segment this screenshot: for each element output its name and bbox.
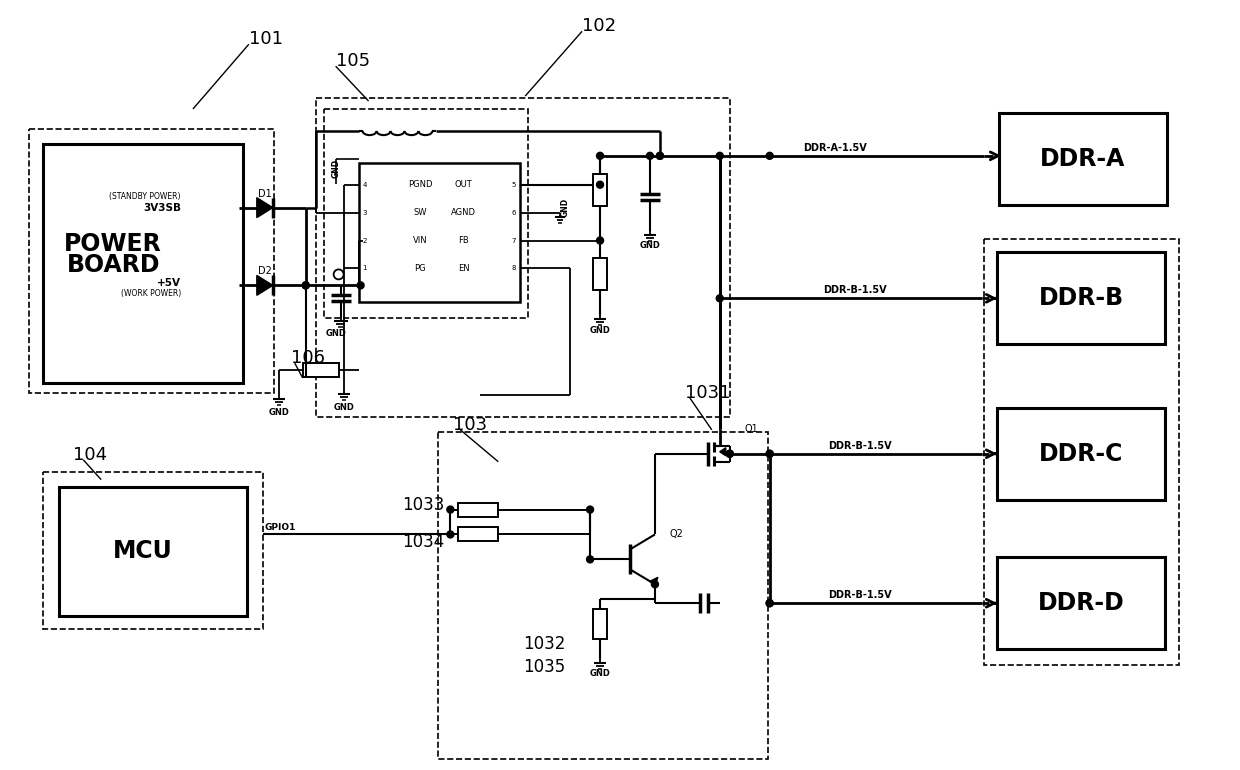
Polygon shape <box>593 609 608 639</box>
Text: 8: 8 <box>512 266 516 271</box>
Polygon shape <box>997 253 1164 344</box>
Text: 4: 4 <box>362 182 367 188</box>
Text: DDR-B-1.5V: DDR-B-1.5V <box>827 591 892 601</box>
Text: PGND: PGND <box>408 180 433 189</box>
Circle shape <box>727 450 733 457</box>
Text: 7: 7 <box>512 237 516 243</box>
Text: 1031: 1031 <box>684 384 730 402</box>
Circle shape <box>303 282 309 289</box>
Polygon shape <box>358 162 521 303</box>
Circle shape <box>766 450 774 457</box>
Circle shape <box>766 600 774 607</box>
Text: (WORK POWER): (WORK POWER) <box>120 289 181 298</box>
Text: GND: GND <box>325 329 346 338</box>
Text: 6: 6 <box>512 209 516 216</box>
Circle shape <box>651 581 658 588</box>
Text: SW: SW <box>413 208 427 217</box>
Circle shape <box>587 506 594 513</box>
Circle shape <box>766 450 774 457</box>
Text: GND: GND <box>589 326 610 335</box>
Polygon shape <box>719 448 725 456</box>
Polygon shape <box>303 363 339 377</box>
Circle shape <box>596 181 604 188</box>
Polygon shape <box>459 503 498 517</box>
Text: DDR-A: DDR-A <box>1040 147 1126 171</box>
Text: DDR-B: DDR-B <box>1038 286 1123 310</box>
Text: GPIO1: GPIO1 <box>265 523 296 532</box>
Text: 106: 106 <box>290 349 325 367</box>
Polygon shape <box>257 198 273 218</box>
Text: D1: D1 <box>258 189 272 199</box>
Circle shape <box>357 282 365 289</box>
Text: BOARD: BOARD <box>67 253 160 277</box>
Text: 103: 103 <box>454 416 487 434</box>
Text: D2: D2 <box>258 266 272 276</box>
Text: EN: EN <box>458 264 470 273</box>
Text: 3: 3 <box>362 209 367 216</box>
Text: GND: GND <box>640 241 661 250</box>
Circle shape <box>446 531 454 538</box>
Text: 3V3SB: 3V3SB <box>143 203 181 213</box>
Polygon shape <box>997 557 1164 649</box>
Text: DDR-B-1.5V: DDR-B-1.5V <box>827 440 892 450</box>
Polygon shape <box>999 113 1167 205</box>
Circle shape <box>446 506 454 513</box>
Text: DDR-B-1.5V: DDR-B-1.5V <box>822 286 887 296</box>
Polygon shape <box>650 578 658 586</box>
Text: FB: FB <box>459 236 469 245</box>
Text: PG: PG <box>414 264 425 273</box>
Text: 101: 101 <box>249 30 283 49</box>
Text: AGND: AGND <box>451 208 476 217</box>
Text: 104: 104 <box>73 446 108 464</box>
Text: 2: 2 <box>362 237 367 243</box>
Text: 1033: 1033 <box>402 496 444 514</box>
Polygon shape <box>43 144 243 383</box>
Text: GND: GND <box>334 403 355 413</box>
Text: 105: 105 <box>336 52 370 70</box>
Text: DDR-D: DDR-D <box>1038 591 1125 615</box>
Circle shape <box>656 152 663 159</box>
Circle shape <box>717 295 723 302</box>
Circle shape <box>727 450 733 457</box>
Text: (STANDBY POWER): (STANDBY POWER) <box>109 192 181 201</box>
Text: 1032: 1032 <box>523 635 565 653</box>
Text: GND: GND <box>268 408 289 417</box>
Text: POWER: POWER <box>64 232 162 256</box>
Circle shape <box>766 152 774 159</box>
Text: 5: 5 <box>512 182 516 188</box>
Circle shape <box>766 600 774 607</box>
Text: DDR-C: DDR-C <box>1039 442 1123 466</box>
Text: +5V: +5V <box>157 279 181 289</box>
Circle shape <box>587 556 594 563</box>
Polygon shape <box>997 408 1164 500</box>
Text: 1035: 1035 <box>523 658 565 676</box>
Circle shape <box>303 282 309 289</box>
Text: Q1: Q1 <box>745 424 759 434</box>
Text: DDR-A-1.5V: DDR-A-1.5V <box>802 143 867 153</box>
Polygon shape <box>593 174 608 206</box>
Text: MCU: MCU <box>113 540 172 564</box>
Circle shape <box>646 152 653 159</box>
Text: Q2: Q2 <box>670 530 683 540</box>
Text: GND: GND <box>331 159 340 179</box>
Circle shape <box>717 152 723 159</box>
Text: 1034: 1034 <box>402 534 444 551</box>
Text: GND: GND <box>589 669 610 678</box>
Text: VIN: VIN <box>413 236 428 245</box>
Text: 1: 1 <box>362 266 367 271</box>
Polygon shape <box>60 487 247 616</box>
Polygon shape <box>459 527 498 541</box>
Polygon shape <box>593 259 608 290</box>
Text: 102: 102 <box>582 17 616 35</box>
Text: GND: GND <box>560 198 569 217</box>
Polygon shape <box>257 276 273 296</box>
Text: OUT: OUT <box>455 180 472 189</box>
Circle shape <box>596 237 604 244</box>
Circle shape <box>656 152 663 159</box>
Circle shape <box>596 152 604 159</box>
